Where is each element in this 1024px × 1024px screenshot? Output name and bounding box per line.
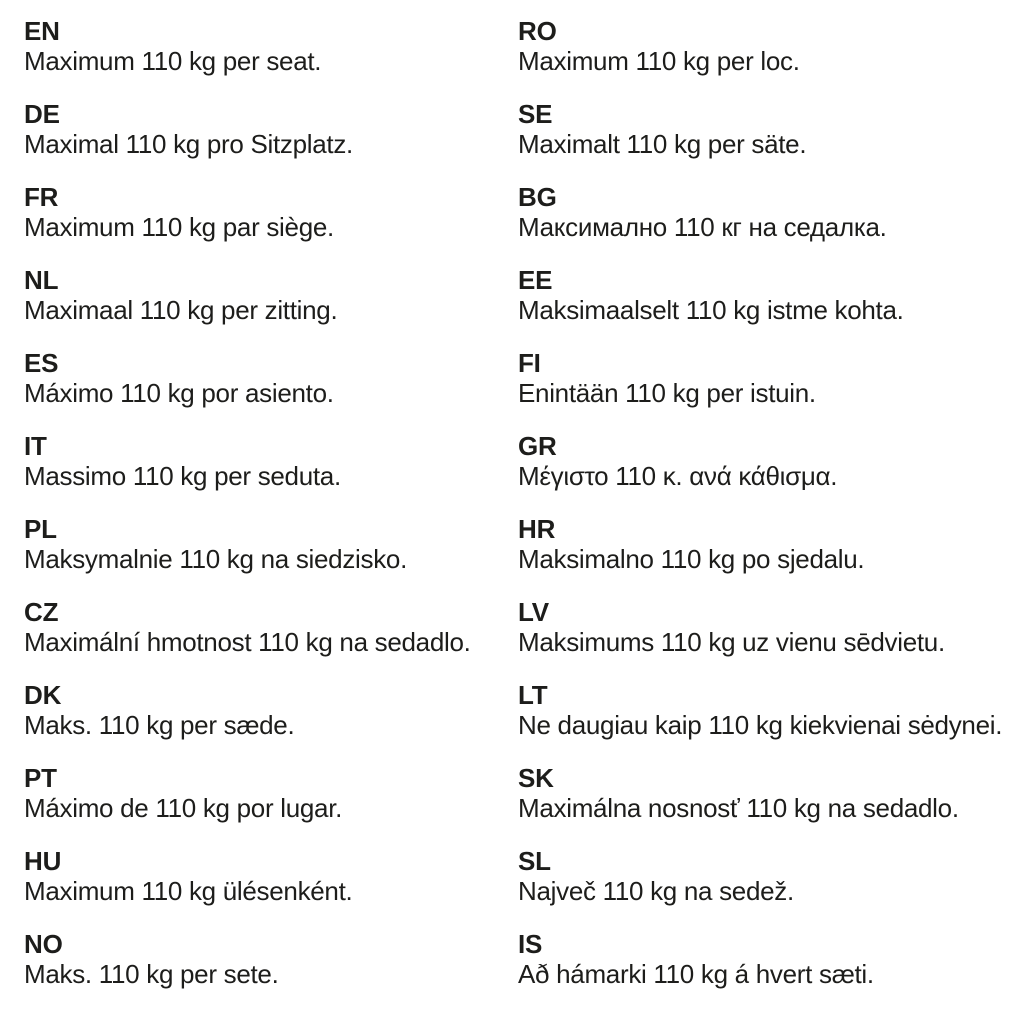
translation-text: Ne daugiau kaip 110 kg kiekvienai sėdyne… (518, 710, 1003, 740)
language-entry: NO Maks. 110 kg per sete. (24, 929, 518, 989)
translation-text: Maximaal 110 kg per zitting. (24, 295, 338, 325)
language-entry: IT Massimo 110 kg per seduta. (24, 431, 518, 491)
language-column-left: EN Maximum 110 kg per seat. DE Maximal 1… (24, 16, 518, 1012)
language-column-right: RO Maximum 110 kg per loc. SE Maximalt 1… (518, 16, 1024, 1012)
language-entry: HU Maximum 110 kg ülésenként. (24, 846, 518, 906)
language-entry: HR Maksimalno 110 kg po sjedalu. (518, 514, 1024, 574)
language-code-label: LT (518, 680, 548, 710)
language-code-label: EE (518, 265, 553, 295)
language-entry: FI Enintään 110 kg per istuin. (518, 348, 1024, 408)
language-entry: CZ Maximální hmotnost 110 kg na sedadlo. (24, 597, 518, 657)
language-code-label: FI (518, 348, 541, 378)
language-entry: LT Ne daugiau kaip 110 kg kiekvienai sėd… (518, 680, 1024, 740)
translation-text: Максимално 110 кг на седалка. (518, 212, 887, 242)
language-code-label: NO (24, 929, 63, 959)
language-entry: IS Að hámarki 110 kg á hvert sæti. (518, 929, 1024, 989)
language-code-label: SK (518, 763, 554, 793)
translation-text: Maks. 110 kg per sæde. (24, 710, 295, 740)
translation-text: Največ 110 kg na sedež. (518, 876, 794, 906)
language-code-label: PL (24, 514, 57, 544)
language-code-label: CZ (24, 597, 59, 627)
language-code-label: SE (518, 99, 553, 129)
language-code-label: HR (518, 514, 556, 544)
translation-text: Μέγιστο 110 κ. ανά κάθισμα. (518, 461, 838, 491)
translation-text: Maks. 110 kg per sete. (24, 959, 279, 989)
language-entry: ES Máximo 110 kg por asiento. (24, 348, 518, 408)
translation-text: Maximum 110 kg per seat. (24, 46, 322, 76)
language-code-label: BG (518, 182, 557, 212)
language-entry: EE Maksimaalselt 110 kg istme kohta. (518, 265, 1024, 325)
language-entry: NL Maximaal 110 kg per zitting. (24, 265, 518, 325)
language-entry: BG Максимално 110 кг на седалка. (518, 182, 1024, 242)
language-entry: LV Maksimums 110 kg uz vienu sēdvietu. (518, 597, 1024, 657)
translation-text: Að hámarki 110 kg á hvert sæti. (518, 959, 874, 989)
language-entry: GR Μέγιστο 110 κ. ανά κάθισμα. (518, 431, 1024, 491)
language-code-label: FR (24, 182, 59, 212)
translation-text: Máximo 110 kg por asiento. (24, 378, 334, 408)
language-code-label: NL (24, 265, 59, 295)
translation-text: Maksimalno 110 kg po sjedalu. (518, 544, 865, 574)
translation-text: Maksimums 110 kg uz vienu sēdvietu. (518, 627, 945, 657)
language-code-label: GR (518, 431, 557, 461)
translation-text: Massimo 110 kg per seduta. (24, 461, 341, 491)
translation-text: Maximal 110 kg pro Sitzplatz. (24, 129, 353, 159)
language-entry: SK Maximálna nosnosť 110 kg na sedadlo. (518, 763, 1024, 823)
language-entry: SE Maximalt 110 kg per säte. (518, 99, 1024, 159)
translation-text: Maximum 110 kg per loc. (518, 46, 800, 76)
translation-text: Máximo de 110 kg por lugar. (24, 793, 343, 823)
language-code-label: DE (24, 99, 60, 129)
language-entry: FR Maximum 110 kg par siège. (24, 182, 518, 242)
translation-text: Maximalt 110 kg per säte. (518, 129, 807, 159)
language-code-label: LV (518, 597, 549, 627)
translation-text: Enintään 110 kg per istuin. (518, 378, 816, 408)
language-code-label: PT (24, 763, 57, 793)
translation-text: Maximálna nosnosť 110 kg na sedadlo. (518, 793, 959, 823)
translation-text: Maximum 110 kg par siège. (24, 212, 334, 242)
language-entry: EN Maximum 110 kg per seat. (24, 16, 518, 76)
language-code-label: SL (518, 846, 551, 876)
language-code-label: DK (24, 680, 62, 710)
language-code-label: HU (24, 846, 62, 876)
language-entry: PT Máximo de 110 kg por lugar. (24, 763, 518, 823)
language-code-label: EN (24, 16, 60, 46)
language-code-label: ES (24, 348, 59, 378)
language-code-label: IS (518, 929, 543, 959)
language-entry: PL Maksymalnie 110 kg na siedzisko. (24, 514, 518, 574)
language-entry: DE Maximal 110 kg pro Sitzplatz. (24, 99, 518, 159)
translation-text: Maximální hmotnost 110 kg na sedadlo. (24, 627, 471, 657)
translation-text: Maksimaalselt 110 kg istme kohta. (518, 295, 904, 325)
language-code-label: RO (518, 16, 557, 46)
language-entry: SL Največ 110 kg na sedež. (518, 846, 1024, 906)
translation-text: Maksymalnie 110 kg na siedzisko. (24, 544, 407, 574)
language-entry: DK Maks. 110 kg per sæde. (24, 680, 518, 740)
translation-text: Maximum 110 kg ülésenként. (24, 876, 353, 906)
language-entry: RO Maximum 110 kg per loc. (518, 16, 1024, 76)
language-code-label: IT (24, 431, 47, 461)
